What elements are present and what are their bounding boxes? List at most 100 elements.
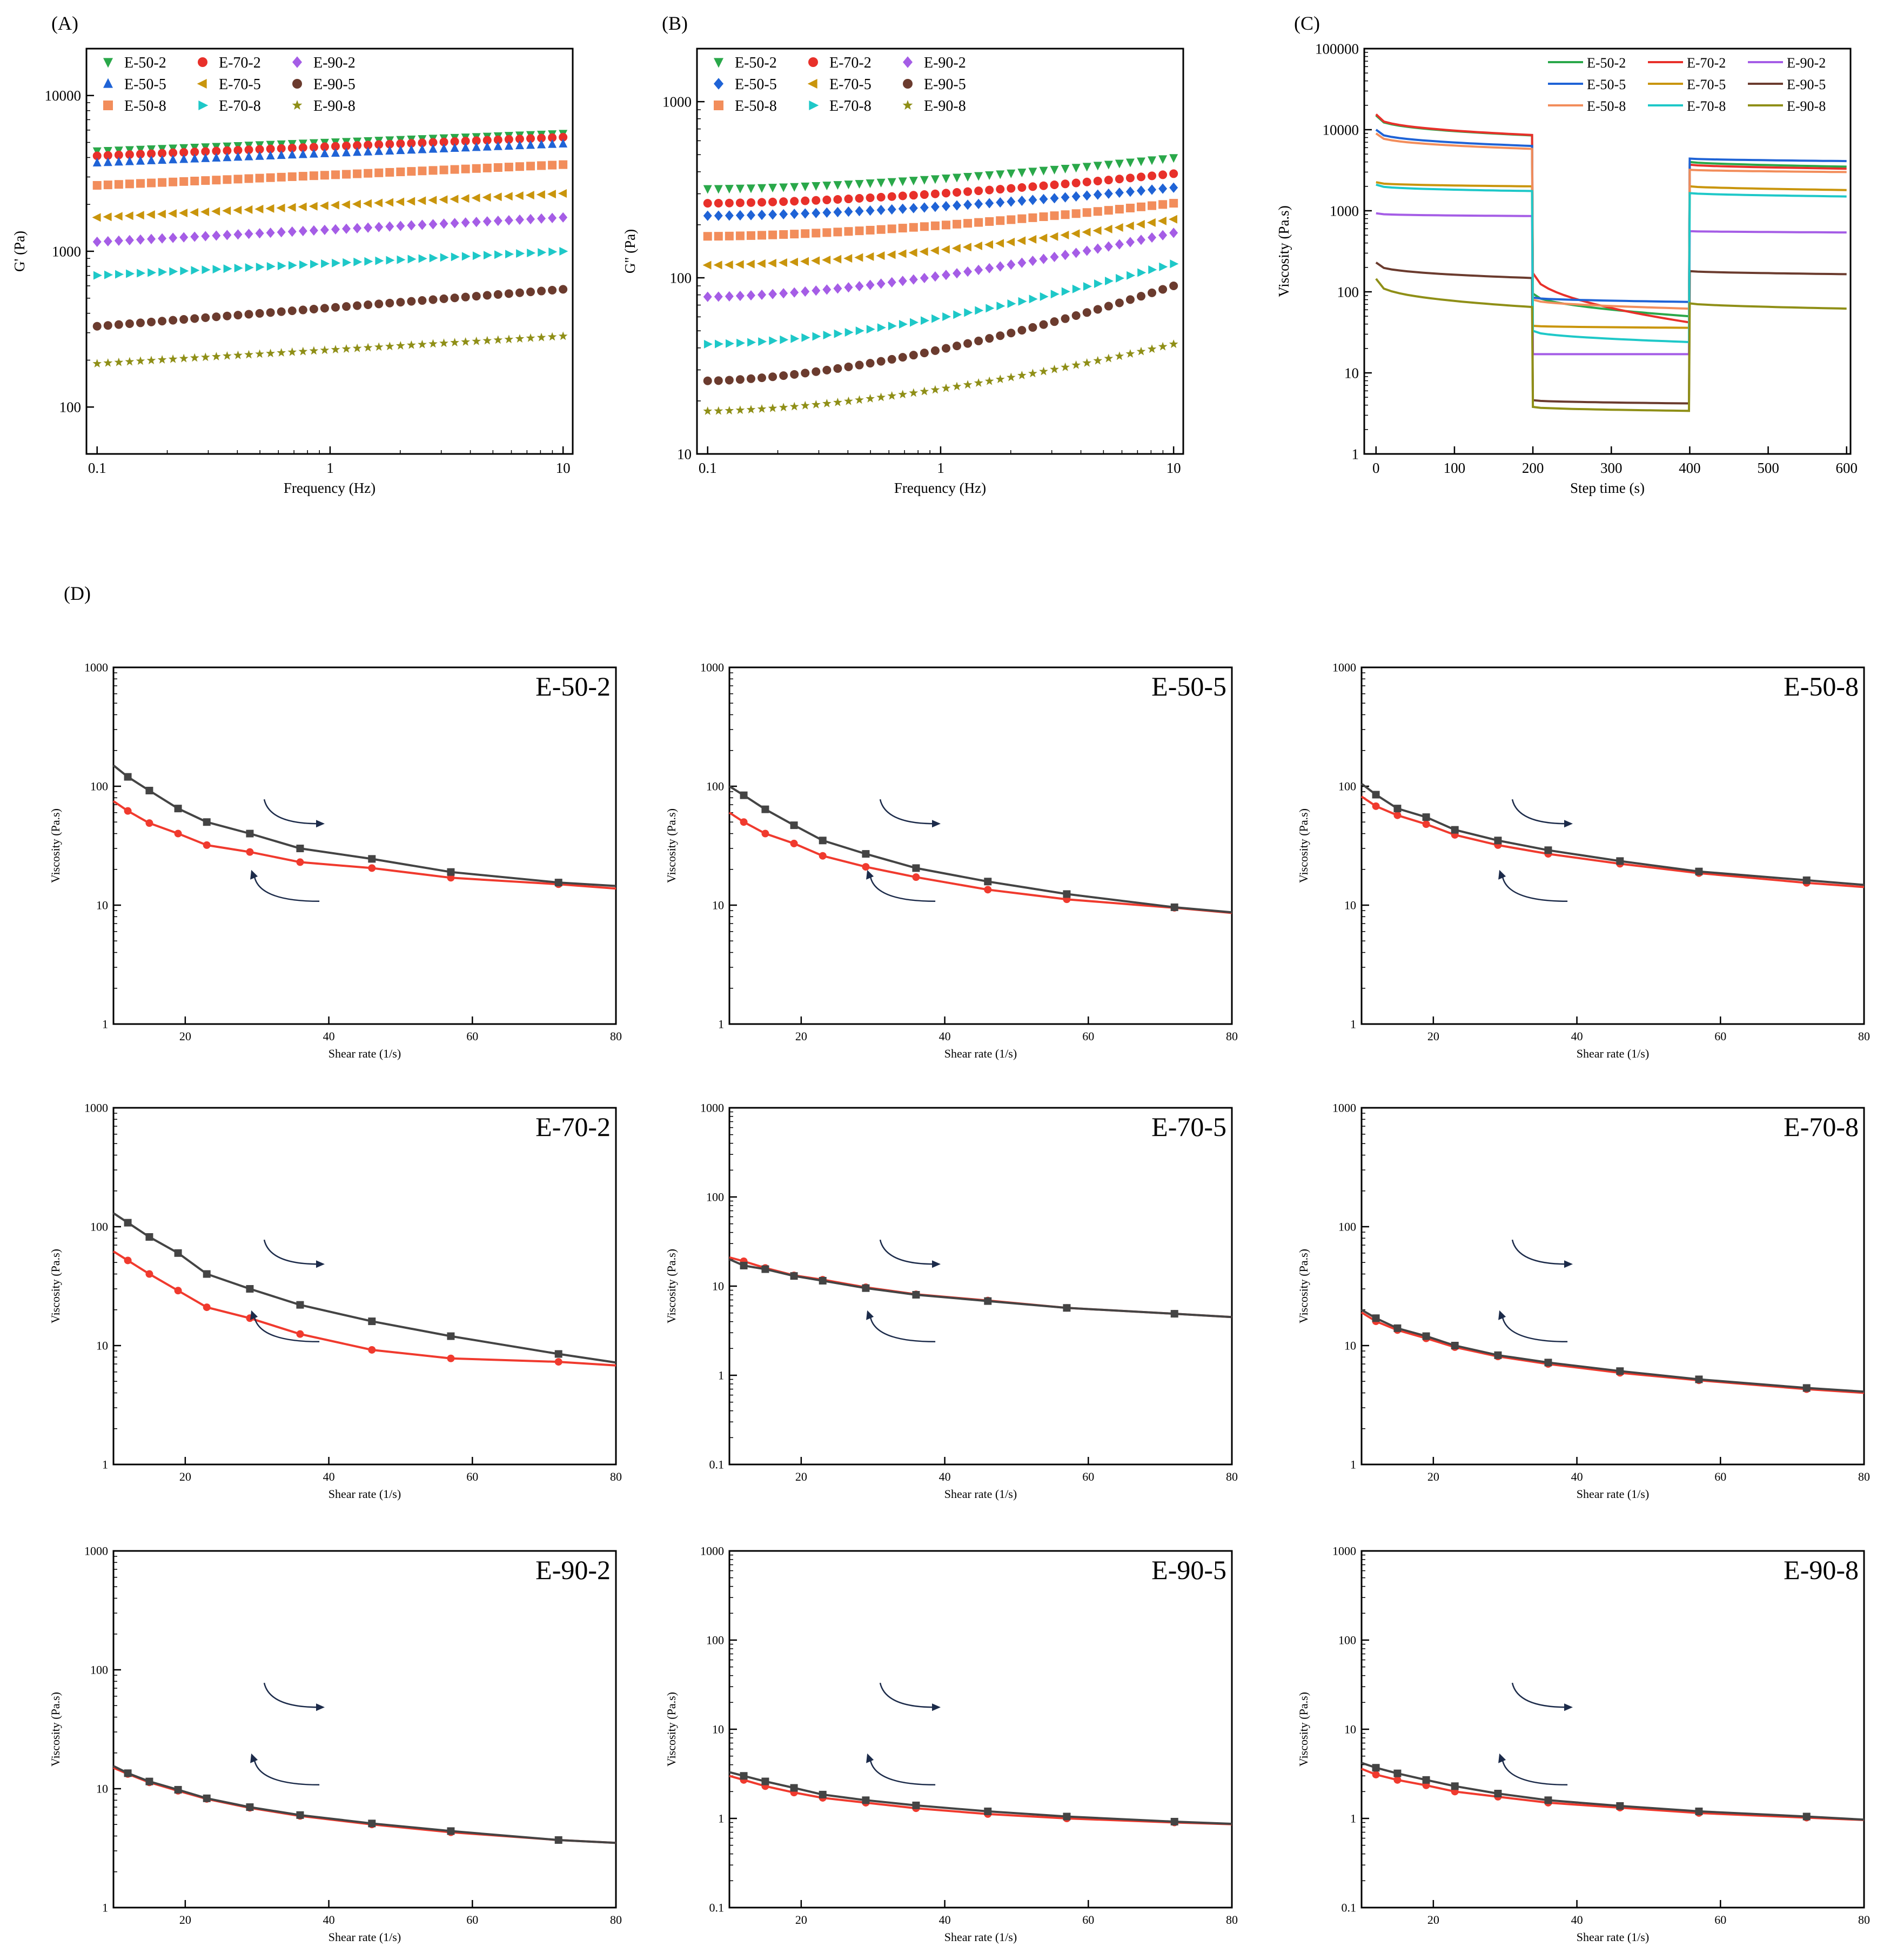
- series-up: [728, 785, 1232, 914]
- down-sweep-arrowhead: [1498, 869, 1506, 880]
- legend-label: E-70-5: [1687, 77, 1726, 92]
- data-point: [1007, 259, 1016, 270]
- data-point: [909, 223, 918, 232]
- data-point: [103, 151, 112, 160]
- down-sweep-arrow: [253, 1760, 320, 1786]
- data-point: [93, 271, 102, 280]
- data-point: [178, 209, 187, 218]
- data-point: [321, 259, 330, 268]
- data-point: [985, 185, 994, 195]
- data-point: [1050, 317, 1059, 326]
- data-point: [396, 139, 405, 148]
- data-point: [1168, 215, 1177, 224]
- data-point: [526, 134, 535, 143]
- data-point: [725, 210, 734, 221]
- data-point: [223, 311, 232, 320]
- series-line: [729, 1775, 1232, 1825]
- data-point: [819, 837, 827, 845]
- data-point: [103, 212, 112, 222]
- data-point: [1082, 208, 1091, 217]
- legend-item-E-70-5: E-70-5: [1648, 77, 1726, 92]
- data-point: [801, 196, 810, 205]
- data-point: [145, 819, 153, 827]
- data-point: [374, 222, 384, 232]
- data-point: [296, 1330, 304, 1338]
- data-point: [136, 179, 145, 188]
- panel-title: E-90-2: [535, 1555, 611, 1585]
- data-point: [1082, 177, 1091, 186]
- data-point: [1060, 231, 1069, 240]
- data-point: [909, 388, 919, 397]
- y-tick-label: 100: [1338, 780, 1356, 793]
- data-point: [472, 336, 481, 345]
- data-point: [115, 270, 124, 279]
- data-point: [909, 351, 918, 360]
- data-point: [439, 143, 448, 152]
- data-point: [364, 222, 373, 233]
- data-point: [912, 864, 920, 872]
- data-point: [493, 141, 502, 150]
- data-point: [320, 304, 329, 313]
- x-tick-label: 80: [1858, 1029, 1870, 1043]
- data-point: [888, 322, 897, 331]
- data-point: [801, 208, 810, 219]
- data-point: [158, 267, 167, 277]
- data-point: [179, 232, 189, 243]
- data-point: [1393, 1324, 1402, 1332]
- data-point: [504, 141, 513, 150]
- data-point: [790, 334, 800, 343]
- data-point: [800, 400, 810, 410]
- down-sweep-arrow: [1501, 1760, 1568, 1786]
- data-point: [287, 150, 297, 159]
- data-point: [1063, 1812, 1071, 1821]
- data-point: [768, 372, 777, 382]
- data-point: [1115, 239, 1124, 250]
- y-tick-label: 1000: [662, 94, 692, 110]
- legend-label: E-90-8: [313, 98, 356, 115]
- data-point: [920, 222, 929, 231]
- panel-D8: 0.1 1 10 100 1000 20 40 60 80 Shear rate (1/s) Vis…: [665, 1544, 1238, 1944]
- data-point: [1125, 173, 1135, 183]
- x-tick-label: 80: [1858, 1470, 1870, 1483]
- data-point: [92, 213, 101, 222]
- data-point: [1616, 1802, 1624, 1810]
- x-tick-label: 40: [323, 1913, 335, 1926]
- data-point: [953, 188, 962, 197]
- data-point: [1017, 371, 1027, 379]
- data-point: [203, 1303, 211, 1312]
- x-axis-label: Step time (s): [1570, 480, 1645, 496]
- data-point: [876, 392, 886, 402]
- data-point: [1115, 159, 1124, 169]
- data-point: [368, 1346, 376, 1354]
- data-point: [919, 247, 928, 256]
- data-point: [790, 197, 799, 206]
- down-sweep-arrow: [253, 877, 320, 902]
- data-point: [930, 189, 940, 198]
- data-point: [320, 224, 329, 236]
- legend-label: E-90-5: [313, 76, 356, 93]
- data-point: [1093, 207, 1102, 216]
- data-point: [114, 320, 123, 329]
- data-point: [789, 402, 799, 411]
- data-point: [714, 291, 723, 302]
- data-point: [385, 221, 394, 232]
- data-point: [482, 216, 492, 227]
- data-point: [769, 336, 778, 345]
- data-point: [984, 376, 994, 385]
- data-point: [1093, 243, 1102, 254]
- data-point: [801, 369, 810, 378]
- data-point: [1158, 200, 1168, 209]
- data-point: [1103, 224, 1112, 233]
- legend-item-E-90-5: E-90-5: [903, 76, 966, 93]
- data-point: [168, 354, 178, 363]
- data-point: [504, 335, 514, 344]
- data-point: [135, 211, 144, 220]
- panel-B: (B) 10 100 1000 0.1 1 10 Frequency (Hz) G" (Pa) E…: [622, 12, 1184, 496]
- data-point: [439, 195, 448, 204]
- data-point: [331, 345, 340, 353]
- data-point: [287, 306, 297, 316]
- series-E-50-5: [92, 138, 568, 167]
- legend-item-E-70-8: E-70-8: [1648, 98, 1726, 114]
- legend-label: E-70-2: [219, 55, 261, 71]
- series-down: [728, 812, 1232, 914]
